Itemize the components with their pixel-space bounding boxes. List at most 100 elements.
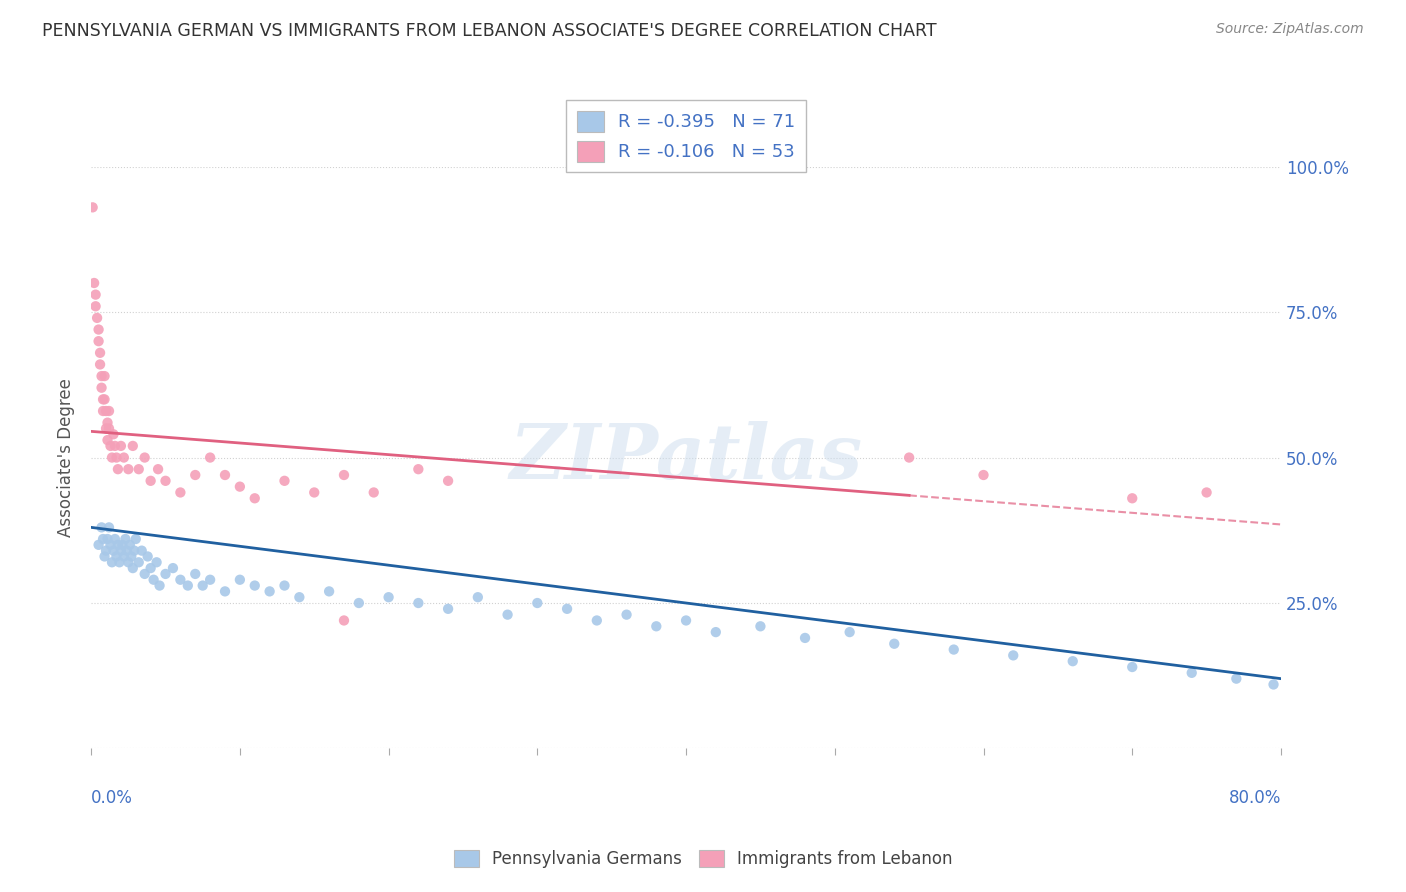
Point [111,538,134,552]
Point [110,543,132,558]
Point [103,427,125,442]
Point [898,450,921,465]
Point [100,439,122,453]
Text: PENNSYLVANIA GERMAN VS IMMIGRANTS FROM LEBANON ASSOCIATE'S DEGREE CORRELATION CH: PENNSYLVANIA GERMAN VS IMMIGRANTS FROM L… [42,22,936,40]
Point [1195,485,1218,500]
Point [117,462,139,476]
Point [1121,491,1143,506]
Point [942,642,965,657]
Point [96,433,118,447]
Point [114,532,136,546]
Point [243,491,266,506]
Point [128,462,150,476]
Point [408,462,430,476]
Point [98,404,121,418]
Point [288,591,311,605]
Point [86,310,108,325]
Point [120,549,142,564]
Point [118,538,141,552]
Point [101,450,124,465]
Point [333,468,356,483]
Point [98,421,121,435]
Point [98,520,121,534]
Point [496,607,519,622]
Point [243,578,266,592]
Point [273,578,295,592]
Point [136,549,159,564]
Point [177,578,200,592]
Point [347,596,370,610]
Point [1062,654,1084,668]
Point [169,573,191,587]
Point [121,561,143,575]
Point [107,462,129,476]
Point [128,555,150,569]
Point [91,532,114,546]
Point [148,578,170,592]
Text: 0.0%: 0.0% [91,789,134,807]
Point [437,602,460,616]
Point [155,566,177,581]
Point [91,404,114,418]
Point [112,450,135,465]
Point [198,573,221,587]
Point [96,416,118,430]
Point [1181,665,1204,680]
Point [94,421,117,435]
Point [107,538,129,552]
Point [134,450,156,465]
Point [973,468,995,483]
Point [131,543,153,558]
Point [89,346,111,360]
Point [555,602,578,616]
Point [91,392,114,407]
Point [93,549,115,564]
Point [83,276,105,290]
Point [108,555,131,569]
Legend: R = -0.395   N = 71, R = -0.106   N = 53: R = -0.395 N = 71, R = -0.106 N = 53 [565,100,806,172]
Point [273,474,295,488]
Point [101,555,124,569]
Text: ZIPatlas: ZIPatlas [509,420,863,494]
Point [84,299,107,313]
Point [169,485,191,500]
Point [105,450,128,465]
Point [121,439,143,453]
Point [467,591,489,605]
Point [1121,660,1143,674]
Point [94,404,117,418]
Point [794,631,817,645]
Point [229,480,252,494]
Point [184,566,207,581]
Text: Source: ZipAtlas.com: Source: ZipAtlas.com [1216,22,1364,37]
Point [90,520,112,534]
Point [616,607,638,622]
Point [139,561,162,575]
Point [134,566,156,581]
Point [883,637,905,651]
Point [82,200,104,214]
Point [93,392,115,407]
Point [100,538,122,552]
Point [214,584,236,599]
Point [526,596,548,610]
Point [142,573,165,587]
Text: 80.0%: 80.0% [1229,789,1281,807]
Point [1225,672,1247,686]
Point [645,619,668,633]
Point [377,591,399,605]
Point [155,474,177,488]
Point [90,381,112,395]
Point [93,369,115,384]
Point [145,555,167,569]
Point [125,532,148,546]
Point [104,439,127,453]
Point [87,538,110,552]
Point [749,619,772,633]
Point [1002,648,1025,663]
Y-axis label: Associate's Degree: Associate's Degree [58,378,75,537]
Point [112,549,135,564]
Point [117,555,139,569]
Point [259,584,281,599]
Point [139,474,162,488]
